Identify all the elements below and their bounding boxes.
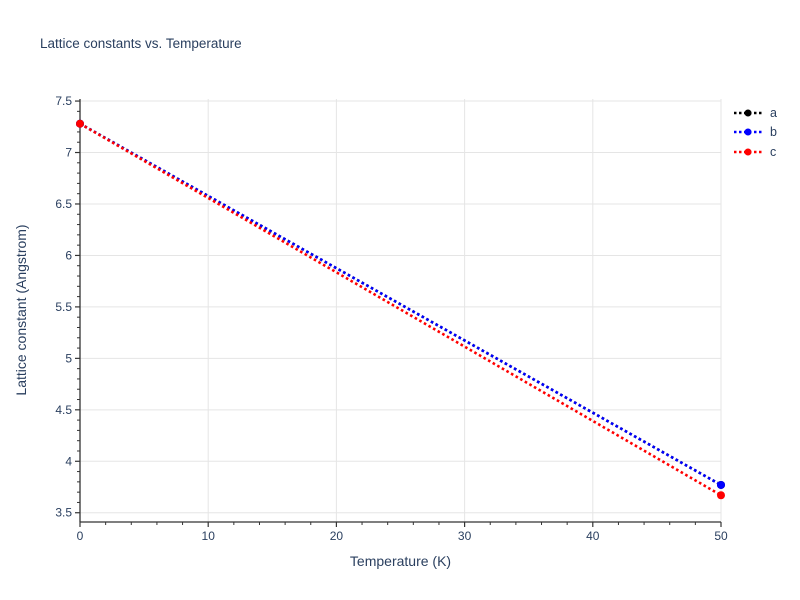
x-tick-label: 40 (586, 529, 600, 543)
series-lines (76, 119, 725, 500)
legend-dot-c (744, 148, 752, 156)
series-marker-b (717, 480, 725, 489)
legend-dot-b (744, 128, 752, 136)
series-marker-c (76, 119, 84, 128)
x-tick-label: 10 (202, 529, 216, 543)
x-axis-title: Temperature (K) (349, 553, 452, 569)
tick-labels: 0 10 20 30 40 50 3.5 4 4.5 5 5.5 6 6.5 7 7.5 (55, 94, 728, 543)
y-tick-label: 6 (65, 248, 72, 262)
y-tick-label: 6.5 (55, 197, 72, 211)
legend-item-b[interactable]: b (734, 123, 777, 143)
gridlines (80, 99, 722, 522)
x-tick-label: 50 (714, 529, 728, 543)
x-tick-label: 20 (330, 529, 344, 543)
x-tick-label: 0 (77, 529, 84, 543)
axes (75, 99, 722, 527)
series-line-b (79, 122, 722, 487)
y-tick-label: 3.5 (55, 506, 72, 520)
y-tick-label: 7 (65, 146, 72, 160)
legend-dot-a (744, 109, 752, 117)
legend-swatch-a (734, 109, 762, 117)
y-tick-label: 4 (65, 454, 72, 468)
legend-item-a[interactable]: a (734, 103, 777, 123)
y-tick-label: 7.5 (55, 94, 72, 108)
plot-area[interactable] (80, 99, 721, 522)
chart-title: Lattice constants vs. Temperature (40, 36, 242, 51)
series-line-c (79, 122, 722, 497)
series-marker-c (717, 491, 725, 500)
y-tick-label: 5 (65, 351, 72, 365)
legend-swatch-b (734, 128, 762, 136)
y-tick-label: 5.5 (55, 300, 72, 314)
legend-swatch-c (734, 148, 762, 156)
legend-item-c[interactable]: c (734, 142, 777, 162)
y-tick-label: 4.5 (55, 403, 72, 417)
legend-label-b: b (770, 125, 777, 140)
legend-label-a: a (770, 105, 777, 120)
x-tick-label: 30 (458, 529, 472, 543)
legend-label-c: c (770, 144, 777, 159)
